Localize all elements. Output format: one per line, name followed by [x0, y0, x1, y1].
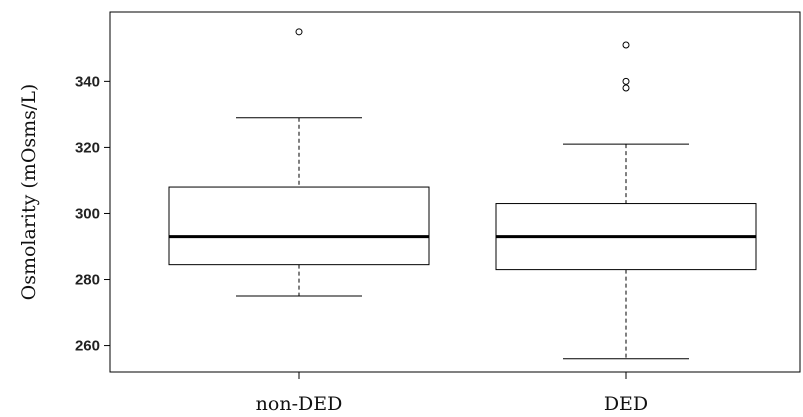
y-axis: 260 280 300 320 340: [75, 73, 110, 355]
outlier-point: [622, 77, 630, 85]
plot-frame: [109, 11, 801, 373]
outlier-point: [622, 41, 630, 49]
outlier-point: [622, 84, 630, 92]
box-non-ded: [168, 28, 430, 297]
x-category-label: non-DED: [256, 393, 343, 415]
y-tick-label: 340: [75, 73, 100, 90]
box-series: [168, 28, 757, 360]
iqr-box: [168, 186, 430, 266]
y-tick-label: 280: [75, 272, 100, 289]
outlier-point: [295, 28, 303, 36]
y-tick-label: 320: [75, 139, 100, 156]
y-tick-label: 300: [75, 205, 100, 222]
x-axis: non-DED DED: [256, 372, 648, 415]
y-tick-label: 260: [75, 338, 100, 355]
y-axis-title: Osmolarity (mOsms/L): [18, 84, 40, 301]
x-category-label: DED: [604, 393, 648, 415]
box-ded: [495, 41, 757, 360]
